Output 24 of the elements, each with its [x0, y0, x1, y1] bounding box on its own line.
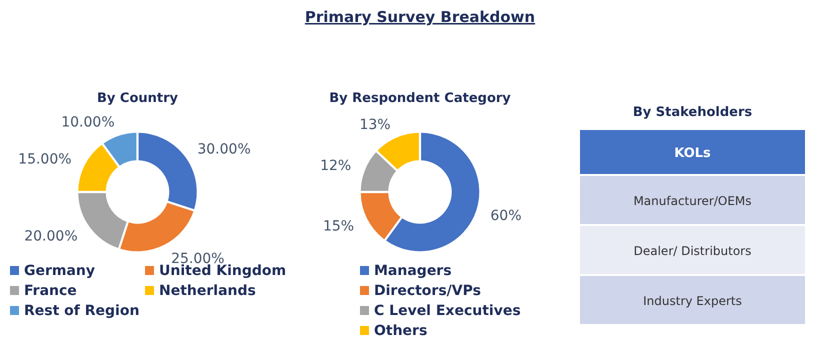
- text: By Stakeholders: [632, 105, 752, 120]
- legend-label: C Level Executives: [374, 303, 521, 319]
- legend-label: Managers: [374, 263, 452, 279]
- data-label: 15%: [322, 218, 354, 235]
- data-label: 20.00%: [24, 228, 78, 244]
- text: KOLs: [674, 146, 712, 161]
- chart-subtitle: By Respondent Category: [329, 91, 512, 106]
- data-label: 13%: [359, 117, 391, 134]
- legend-label: Directors/VPs: [374, 283, 481, 299]
- data-label: 15.00%: [18, 151, 72, 168]
- category-label: Industry Experts: [643, 294, 742, 308]
- legend-label: France: [24, 283, 77, 299]
- legend-label: Germany: [24, 263, 96, 279]
- legend-label: Netherlands: [159, 283, 256, 299]
- legend-label: Rest of Region: [24, 303, 140, 319]
- category-label: Manufacturer/OEMs: [633, 194, 752, 208]
- data-label: 30.00%: [197, 142, 251, 158]
- data-label: 12%: [320, 158, 352, 174]
- legend-label: Others: [374, 323, 428, 339]
- category-label: Dealer/ Distributors: [634, 244, 752, 258]
- data-label: 10.00%: [61, 114, 115, 131]
- data-label: 60%: [490, 208, 522, 224]
- chart-subtitle: By Country: [97, 91, 179, 106]
- chart-title: Primary Survey Breakdown: [304, 8, 536, 26]
